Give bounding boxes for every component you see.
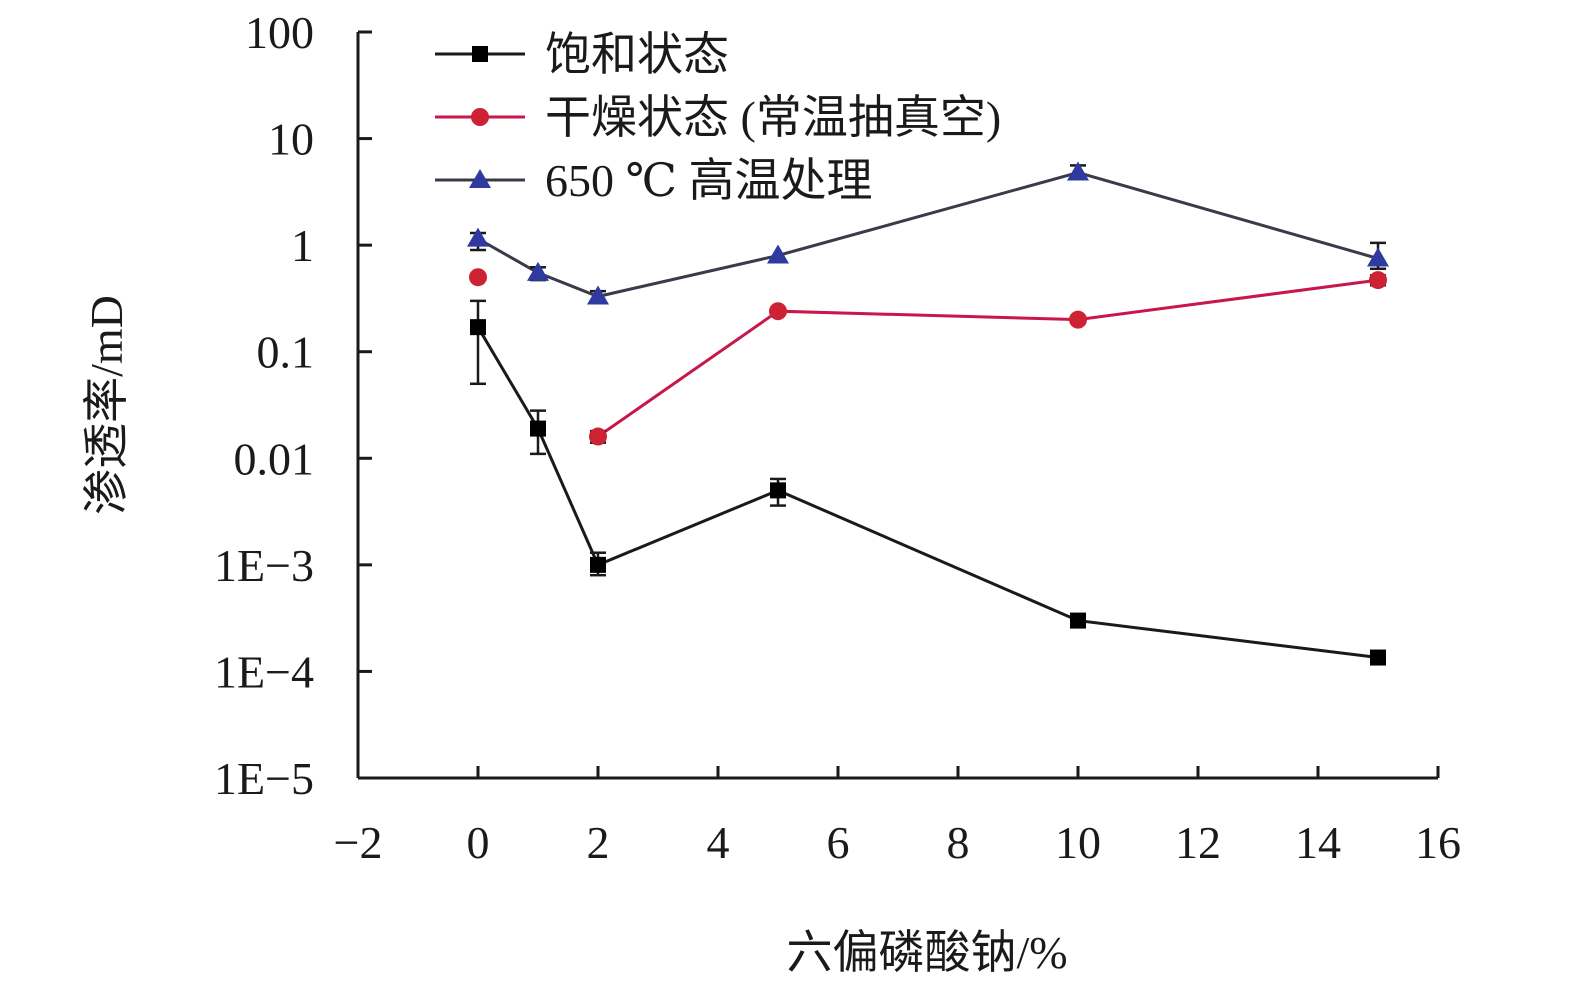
data-point (530, 420, 546, 437)
legend-label: 饱和状态 (545, 29, 729, 80)
y-tick-label: 10 (268, 114, 314, 165)
x-tick-label: 4 (707, 817, 730, 868)
x-tick-label: 8 (947, 817, 970, 868)
x-tick-label: 14 (1295, 817, 1341, 868)
x-tick-label: 6 (827, 817, 850, 868)
plot-area (467, 161, 1389, 666)
series-3 (467, 161, 1389, 305)
data-point (470, 319, 486, 336)
data-point (589, 427, 607, 446)
x-tick-label: 2 (587, 817, 610, 868)
data-point (590, 556, 606, 573)
series-line (597, 278, 1379, 438)
data-point (467, 227, 489, 247)
data-point (1367, 247, 1389, 267)
x-ticks: −2 0 2 4 6 8 10 12 14 16 (334, 766, 1461, 868)
axes (356, 32, 1438, 780)
data-point (770, 482, 786, 499)
data-point (769, 302, 787, 321)
x-tick-label: 10 (1055, 817, 1101, 868)
data-point (527, 261, 549, 281)
data-point (1369, 271, 1387, 290)
legend-label: 干燥状态 (常温抽真空) (545, 92, 1001, 143)
series-1 (470, 299, 1386, 666)
x-axis-title: 六偏磷酸钠/% (786, 927, 1067, 978)
series-line (476, 326, 1379, 659)
legend-marker (471, 108, 489, 126)
data-point (587, 285, 609, 305)
y-tick-label: 100 (245, 7, 314, 58)
legend-marker (472, 46, 488, 62)
data-point (767, 244, 789, 264)
y-tick-label: 1E−4 (214, 646, 314, 697)
series-line (477, 170, 1379, 299)
data-point (1370, 649, 1386, 666)
x-tick-label: 0 (467, 817, 490, 868)
y-tick-label: 1E−5 (214, 753, 314, 804)
data-point (469, 268, 487, 287)
data-point (1069, 310, 1087, 329)
x-tick-label: −2 (334, 817, 383, 868)
y-tick-label: 0.1 (257, 327, 315, 378)
y-ticks: 1E−5 1E−4 1E−3 0.01 0.1 1 10 100 (214, 7, 372, 804)
legend-marker (469, 169, 491, 188)
series-2 (469, 268, 1387, 446)
y-tick-label: 0.01 (234, 433, 315, 484)
data-point (1070, 612, 1086, 629)
y-axis-title: 渗透率/mD (81, 295, 132, 515)
x-tick-label: 16 (1415, 817, 1461, 868)
y-tick-label: 1E−3 (214, 540, 314, 591)
y-tick-label: 1 (291, 220, 314, 271)
x-tick-label: 12 (1175, 817, 1221, 868)
data-point (1067, 161, 1089, 181)
legend-label: 650 ℃ 高温处理 (545, 155, 872, 206)
